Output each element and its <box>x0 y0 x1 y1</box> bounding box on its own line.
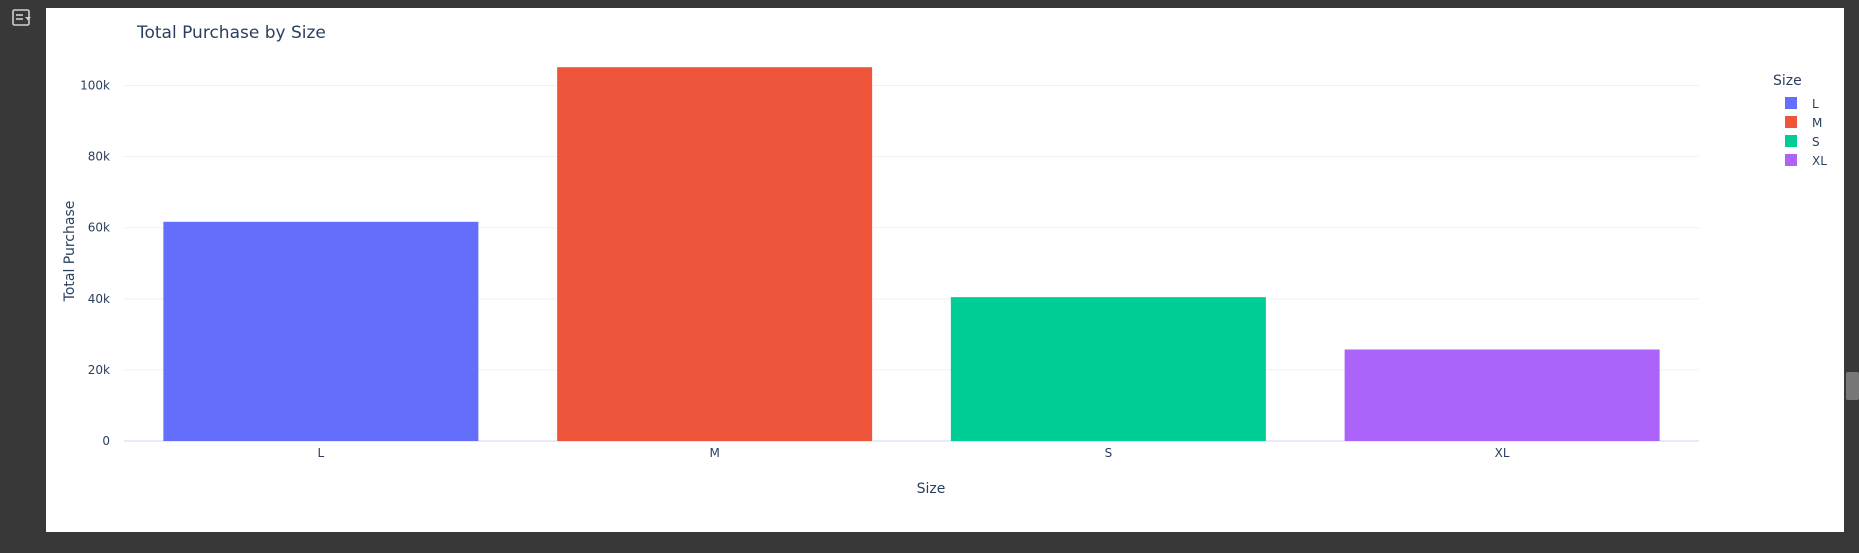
bar-l[interactable] <box>163 221 479 441</box>
scrollbar-thumb[interactable] <box>1846 372 1859 400</box>
legend-swatch <box>1785 154 1797 166</box>
legend-item-s[interactable]: S <box>1785 135 1820 149</box>
x-axis-ticks: L M S XL <box>318 446 1510 460</box>
x-axis-title: Size <box>917 481 946 497</box>
legend-swatch <box>1785 135 1797 147</box>
output-settings-icon[interactable] <box>10 8 34 28</box>
legend-label: XL <box>1812 154 1827 168</box>
chart-output-frame: Total Purchase by Size 0 20k 40k 60k 80k 100k… <box>46 8 1844 532</box>
legend: Size LMS XL <box>1773 73 1827 168</box>
y-axis-title: Total Purchase <box>62 201 78 303</box>
legend-swatch <box>1785 97 1797 109</box>
legend-title: Size <box>1773 73 1802 89</box>
bar-xl[interactable] <box>1344 349 1660 441</box>
y-tick-label: 40k <box>88 292 110 306</box>
y-tick-label: 60k <box>88 221 110 235</box>
y-tick-label: 20k <box>88 363 110 377</box>
bar-m[interactable] <box>557 67 873 441</box>
bar-chart: Total Purchase by Size 0 20k 40k 60k 80k 100k… <box>62 23 1827 497</box>
bars <box>163 67 1660 441</box>
x-tick-label: S <box>1105 446 1113 460</box>
legend-item-xl[interactable]: XL <box>1785 154 1827 168</box>
left-gutter <box>0 0 46 553</box>
y-tick-label: 80k <box>88 150 110 164</box>
legend-swatch <box>1785 116 1797 128</box>
legend-label: M <box>1812 116 1822 130</box>
y-tick-label: 0 <box>102 434 110 448</box>
chart-title: Total Purchase by Size <box>136 23 326 43</box>
legend-item-m[interactable]: M <box>1785 116 1822 130</box>
legend-label: S <box>1812 135 1820 149</box>
x-tick-label: L <box>318 446 325 460</box>
legend-item-l[interactable]: L <box>1785 97 1819 111</box>
y-axis-ticks: 0 20k 40k 60k 80k 100k <box>80 79 110 448</box>
x-tick-label: XL <box>1495 446 1510 460</box>
legend-label: L <box>1812 97 1819 111</box>
x-tick-label: M <box>709 446 719 460</box>
bar-s[interactable] <box>950 297 1266 441</box>
y-tick-label: 100k <box>80 79 110 93</box>
